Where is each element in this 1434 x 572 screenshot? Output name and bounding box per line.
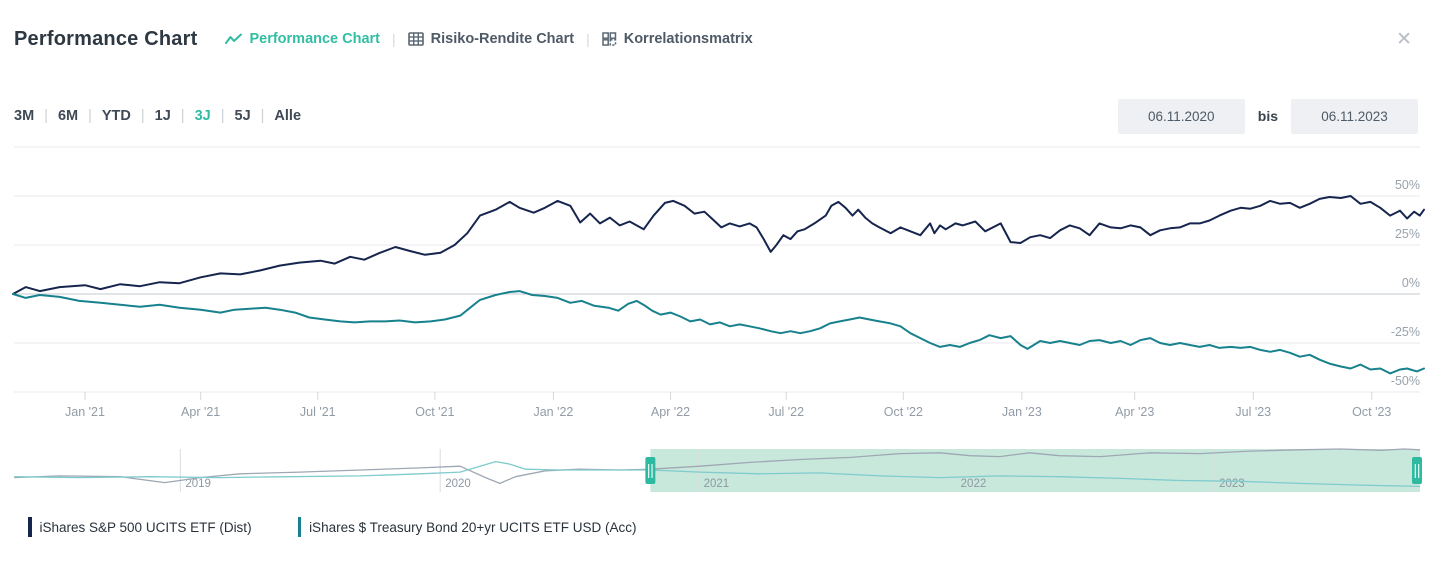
y-axis-label: -50% bbox=[1391, 374, 1420, 388]
x-axis-label: Jul '23 bbox=[1235, 405, 1271, 419]
x-axis-label: Oct '22 bbox=[884, 405, 923, 419]
legend-label: iShares $ Treasury Bond 20+yr UCITS ETF … bbox=[309, 519, 637, 535]
range-option-5j[interactable]: 5J bbox=[234, 108, 251, 124]
x-axis-label: Apr '21 bbox=[181, 405, 220, 419]
y-axis-label: 0% bbox=[1402, 276, 1420, 290]
x-axis-label: Jul '21 bbox=[300, 405, 336, 419]
chart-legend: iShares S&P 500 UCITS ETF (Dist) iShares … bbox=[28, 517, 637, 537]
navigator-handle-right[interactable] bbox=[1412, 457, 1422, 484]
main-chart-area[interactable]: 50% 25% 0% -25% -50% Jan '21 Apr '21 Jul '21 Oct… bbox=[12, 146, 1425, 419]
series-line-ishares-s-p-500-ucits-etf-di bbox=[12, 195, 1425, 295]
navigator-year-label: 2019 bbox=[185, 478, 211, 490]
page-title: Performance Chart bbox=[14, 27, 198, 50]
x-axis-label: Apr '22 bbox=[651, 405, 690, 419]
series-line-ishares-treasury-bond-20-yr- bbox=[12, 290, 1425, 375]
tab-separator: | bbox=[586, 31, 590, 47]
tab-korrelationsmatrix[interactable]: Korrelationsmatrix bbox=[601, 31, 753, 47]
date-from-input[interactable] bbox=[1117, 98, 1245, 134]
chart-type-tabs: Performance Chart | Risiko-Rendite Chart | K… bbox=[225, 31, 753, 47]
x-axis-label: Jan '22 bbox=[533, 405, 573, 419]
range-separator: | bbox=[140, 108, 145, 124]
range-option-3m[interactable]: 3M bbox=[14, 108, 35, 124]
y-axis-label: 25% bbox=[1395, 227, 1420, 241]
range-separator: | bbox=[44, 108, 48, 124]
tab-label: Risiko-Rendite Chart bbox=[430, 31, 575, 47]
navigator-year-label: 2021 bbox=[704, 478, 730, 490]
range-separator: | bbox=[260, 108, 265, 124]
tab-label: Performance Chart bbox=[249, 31, 381, 47]
range-separator: | bbox=[88, 108, 92, 124]
line-chart-icon bbox=[225, 33, 243, 44]
x-axis-label: Jul '22 bbox=[768, 405, 804, 419]
matrix-icon bbox=[601, 32, 616, 46]
range-option-3j[interactable]: 3J bbox=[194, 108, 211, 124]
range-option-1j[interactable]: 1J bbox=[154, 108, 171, 124]
navigator-year-label: 2020 bbox=[445, 478, 471, 490]
tab-performance-chart[interactable]: Performance Chart bbox=[225, 31, 380, 47]
x-axis-label: Apr '23 bbox=[1115, 405, 1154, 419]
tab-separator: | bbox=[392, 31, 396, 47]
legend-label: iShares S&P 500 UCITS ETF (Dist) bbox=[39, 519, 252, 535]
y-axis-label: 50% bbox=[1395, 178, 1420, 192]
chart-controls: 3M | 6M | YTD | 1J | 3J | 5J | Alle bis bbox=[14, 98, 1418, 134]
range-separator: | bbox=[220, 108, 225, 124]
x-axis-label: Oct '21 bbox=[415, 405, 454, 419]
navigator-series-ishares-treasury-bond-20 bbox=[14, 460, 1421, 488]
navigator-selected-range[interactable] bbox=[650, 449, 1420, 492]
navigator-series-ishares-s-p-500-ucits-et bbox=[14, 448, 1421, 485]
navigator-year-label: 2023 bbox=[1219, 478, 1245, 490]
date-to-input[interactable] bbox=[1291, 98, 1418, 134]
y-axis-label: -25% bbox=[1391, 325, 1420, 339]
legend-color-bar bbox=[297, 517, 302, 537]
navigator-year-label: 2022 bbox=[961, 478, 987, 490]
close-button[interactable]: ✕ bbox=[1390, 28, 1418, 51]
x-axis-label: Oct '23 bbox=[1352, 405, 1391, 419]
legend-item-ishares-s-p-500-ucits-etf-dist[interactable]: iShares S&P 500 UCITS ETF (Dist) bbox=[28, 517, 252, 537]
tab-label: Korrelationsmatrix bbox=[623, 31, 753, 47]
x-axis-label: Jan '23 bbox=[1002, 405, 1042, 419]
range-separator: | bbox=[180, 108, 185, 124]
tab-risiko-rendite-chart[interactable]: Risiko-Rendite Chart bbox=[407, 31, 575, 47]
legend-item-ishares-treasury-bond-20-yr-uc[interactable]: iShares $ Treasury Bond 20+yr UCITS ETF … bbox=[297, 517, 637, 537]
legend-color-bar bbox=[28, 517, 32, 537]
time-range-selector: 3M | 6M | YTD | 1J | 3J | 5J | Alle bbox=[14, 108, 301, 124]
date-range-separator-label: bis bbox=[1257, 108, 1278, 124]
range-option-alle[interactable]: Alle bbox=[274, 108, 302, 124]
navigator[interactable]: 2019 2020 2021 2022 2023 bbox=[14, 448, 1422, 492]
date-range-controls: bis bbox=[1117, 98, 1418, 134]
x-axis-label: Jan '21 bbox=[65, 405, 105, 419]
panel-header: Performance Chart Performance Chart | Risi… bbox=[14, 22, 1418, 56]
range-option-ytd[interactable]: YTD bbox=[101, 108, 131, 124]
range-option-6m[interactable]: 6M bbox=[57, 108, 79, 124]
navigator-handle-left[interactable] bbox=[645, 457, 656, 484]
grid-chart-icon bbox=[407, 32, 424, 46]
